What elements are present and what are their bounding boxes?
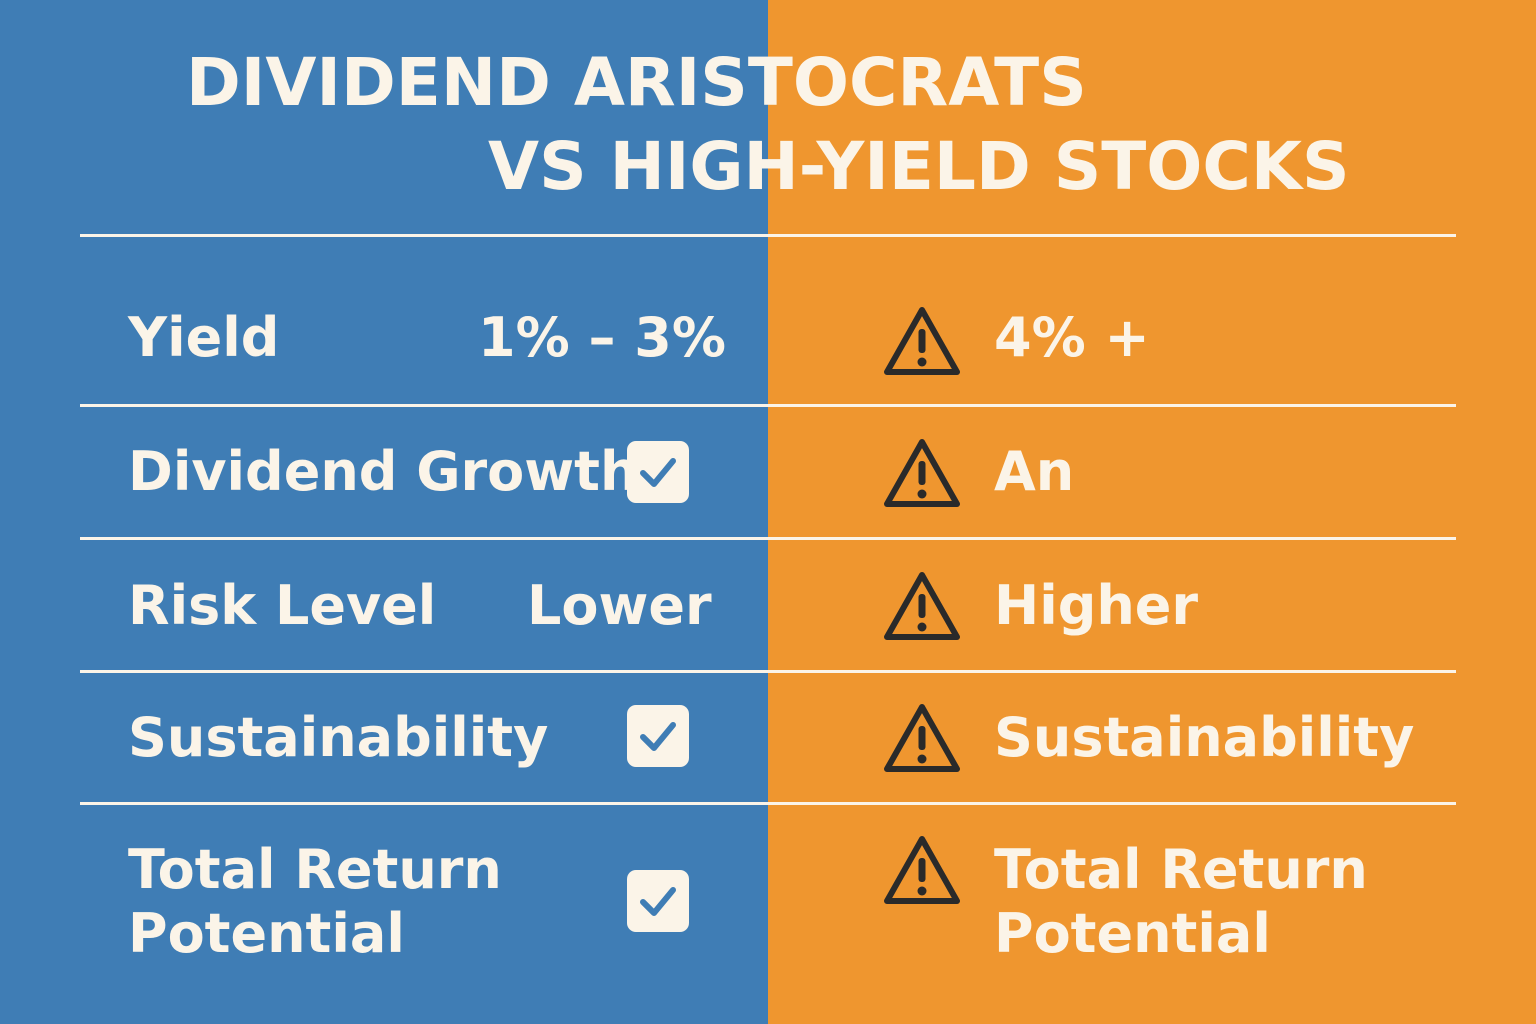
warning-icon — [882, 437, 962, 509]
checkbox-checked-icon — [627, 870, 689, 932]
title-line-2: VS HIGH-YIELD STOCKS — [488, 128, 1350, 205]
row-label-sustainability: Sustainability — [128, 706, 549, 769]
high-yield-panel — [768, 0, 1536, 1024]
warning-icon — [882, 834, 962, 906]
checkbox-checked-icon — [627, 441, 689, 503]
high-yield-risk-value: Higher — [994, 574, 1199, 637]
high-yield-dividend-growth-value: An — [994, 440, 1075, 503]
warning-icon — [882, 702, 962, 774]
divider — [80, 234, 1456, 237]
title-line-1: DIVIDEND ARISTOCRATS — [186, 44, 1087, 121]
aristocrats-panel — [0, 0, 768, 1024]
divider — [80, 802, 1456, 805]
divider — [80, 670, 1456, 673]
row-label-yield: Yield — [128, 306, 280, 369]
aristocrats-risk-value: Lower — [527, 574, 712, 637]
high-yield-yield-value: 4% + — [994, 306, 1150, 369]
checkbox-checked-icon — [627, 705, 689, 767]
warning-icon — [882, 570, 962, 642]
high-yield-sustainability-value: Sustainability — [994, 706, 1415, 769]
row-label-total-return-line-2: Potential — [128, 902, 405, 965]
warning-icon — [882, 305, 962, 377]
high-yield-total-return-line-1: Total Return — [994, 838, 1368, 901]
row-label-dividend-growth: Dividend Growth — [128, 440, 639, 503]
aristocrats-yield-value: 1% – 3% — [478, 306, 726, 369]
divider — [80, 404, 1456, 407]
high-yield-total-return-line-2: Potential — [994, 902, 1271, 965]
row-label-total-return-line-1: Total Return — [128, 838, 502, 901]
divider — [80, 537, 1456, 540]
row-label-risk-level: Risk Level — [128, 574, 437, 637]
